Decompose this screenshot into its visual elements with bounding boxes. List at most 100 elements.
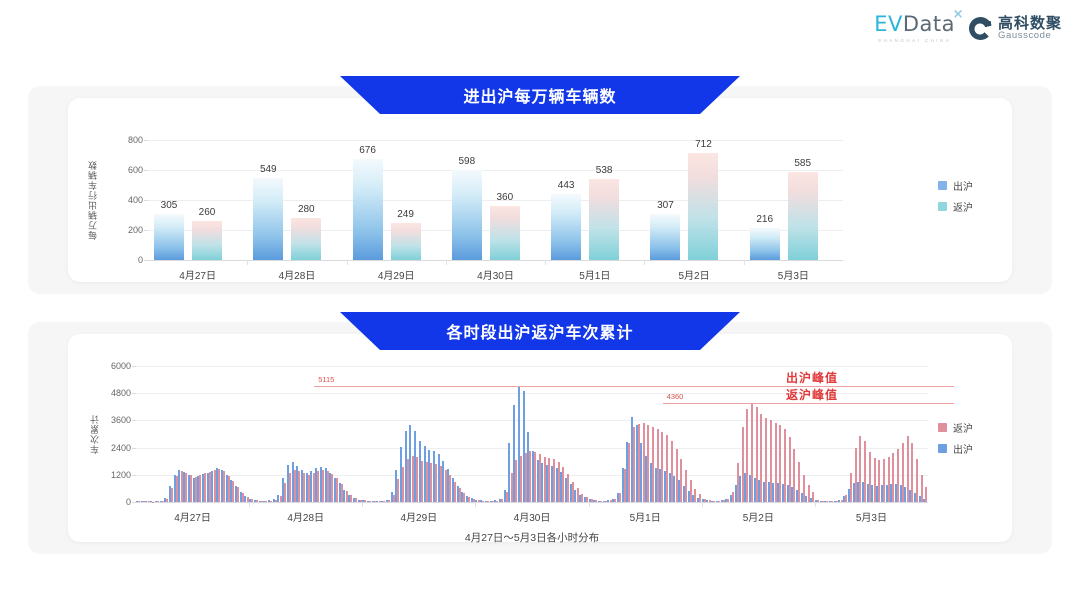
hour-bar-out[interactable]: [588, 499, 591, 502]
hour-bar-ret[interactable]: [769, 420, 772, 502]
bar-出沪-5月1日[interactable]: 443: [551, 180, 582, 260]
hour-bar-out[interactable]: [612, 498, 615, 502]
hour-bar-ret[interactable]: [468, 496, 471, 502]
hour-bar-out[interactable]: [810, 498, 813, 502]
hour-bar-out[interactable]: [447, 469, 450, 502]
hour-bar-out[interactable]: [555, 468, 558, 502]
hour-bar-ret[interactable]: [586, 496, 588, 502]
hour-bar-ret[interactable]: [326, 470, 329, 502]
hour-bar-out[interactable]: [263, 500, 266, 502]
hour-bar-ret[interactable]: [449, 475, 452, 502]
hour-bar-out[interactable]: [814, 499, 817, 502]
hour-bar-out[interactable]: [362, 499, 365, 502]
hour-bar-out[interactable]: [923, 498, 926, 502]
hour-bar-out[interactable]: [395, 470, 398, 502]
hour-bar-out[interactable]: [796, 490, 798, 502]
hour-bar-out[interactable]: [140, 501, 143, 502]
hour-bar-ret[interactable]: [609, 500, 612, 502]
hour-bar-out[interactable]: [305, 472, 308, 502]
hour-bar-ret[interactable]: [538, 454, 541, 502]
hour-bar-ret[interactable]: [331, 473, 334, 502]
hour-bar-ret[interactable]: [916, 458, 918, 502]
hour-bar-ret[interactable]: [397, 479, 400, 502]
hour-bar-ret[interactable]: [845, 494, 848, 502]
hour-bar-ret[interactable]: [703, 499, 706, 502]
hour-bar-out[interactable]: [598, 500, 600, 502]
hour-bar-ret[interactable]: [623, 469, 626, 502]
hour-bar-ret[interactable]: [166, 498, 169, 502]
hour-bar-ret[interactable]: [656, 429, 659, 502]
hour-bar-ret[interactable]: [666, 435, 669, 502]
hour-bar-ret[interactable]: [868, 452, 871, 502]
hour-bar-out[interactable]: [843, 496, 846, 502]
hour-bar-ret[interactable]: [439, 465, 442, 502]
hour-bar-ret[interactable]: [543, 456, 546, 502]
bar-返沪-5月2日[interactable]: 712: [688, 139, 719, 260]
hour-bar-out[interactable]: [678, 480, 681, 502]
hour-bar-out[interactable]: [890, 484, 893, 502]
hour-bar-ret[interactable]: [571, 481, 574, 502]
hour-bar-out[interactable]: [734, 484, 737, 502]
hour-bar-ret[interactable]: [736, 463, 739, 502]
hour-bar-out[interactable]: [847, 489, 850, 502]
hour-bar-ret[interactable]: [831, 501, 834, 502]
bar-返沪-5月1日[interactable]: 538: [589, 165, 620, 260]
hour-bar-ret[interactable]: [817, 499, 819, 502]
hour-bar-ret[interactable]: [487, 500, 489, 502]
hour-bar-out[interactable]: [154, 501, 157, 502]
hour-bar-ret[interactable]: [406, 458, 409, 502]
hour-bar-out[interactable]: [565, 478, 567, 502]
hour-bar-ret[interactable]: [680, 458, 683, 502]
hour-bar-ret[interactable]: [477, 499, 480, 502]
hour-bar-out[interactable]: [838, 499, 841, 502]
hour-bar-ret[interactable]: [425, 462, 428, 502]
hour-bar-out[interactable]: [315, 468, 318, 502]
hour-bar-ret[interactable]: [293, 469, 296, 502]
hour-bar-out[interactable]: [866, 483, 869, 502]
hour-bar-ret[interactable]: [925, 487, 928, 502]
hour-bar-out[interactable]: [649, 463, 652, 502]
hour-bar-ret[interactable]: [793, 448, 796, 502]
hour-bar-ret[interactable]: [289, 472, 291, 502]
hour-bar-ret[interactable]: [430, 463, 433, 502]
hour-bar-out[interactable]: [833, 500, 836, 502]
hour-bar-out[interactable]: [466, 496, 468, 502]
hour-bar-ret[interactable]: [689, 480, 692, 502]
hour-bar-ret[interactable]: [383, 500, 386, 502]
hour-bar-ret[interactable]: [251, 498, 254, 502]
hour-bar-out[interactable]: [282, 478, 285, 502]
hour-bar-ret[interactable]: [307, 474, 310, 502]
hour-bar-out[interactable]: [258, 500, 261, 502]
hour-bar-ret[interactable]: [364, 500, 367, 502]
hour-bar-ret[interactable]: [713, 500, 716, 502]
hour-bar-ret[interactable]: [727, 499, 730, 502]
hour-bar-ret[interactable]: [534, 452, 537, 502]
hour-bar-out[interactable]: [871, 485, 874, 502]
hour-bar-ret[interactable]: [388, 499, 390, 502]
legend-item-返沪[interactable]: 返沪: [938, 199, 973, 214]
hour-bar-out[interactable]: [758, 480, 761, 502]
hour-bar-out[interactable]: [381, 500, 384, 502]
hour-bar-out[interactable]: [376, 501, 379, 502]
hour-bar-out[interactable]: [319, 466, 322, 502]
hour-bar-out[interactable]: [880, 485, 883, 502]
hour-bar-ret[interactable]: [505, 492, 508, 502]
hour-bar-out[interactable]: [706, 500, 709, 502]
hour-bar-out[interactable]: [527, 431, 530, 502]
hour-bar-ret[interactable]: [850, 472, 852, 502]
bar-返沪-4月27日[interactable]: 260: [192, 207, 222, 260]
hour-bar-ret[interactable]: [699, 494, 702, 502]
hour-bar-out[interactable]: [268, 500, 270, 502]
hour-bar-out[interactable]: [777, 482, 780, 502]
hour-bar-ret[interactable]: [779, 424, 782, 502]
bar-返沪-4月28日[interactable]: 280: [291, 204, 322, 260]
hour-bar-ret[interactable]: [237, 487, 240, 502]
hour-bar-ret[interactable]: [411, 455, 414, 502]
hour-bar-out[interactable]: [367, 500, 369, 502]
hour-bar-out[interactable]: [216, 468, 219, 502]
hour-bar-out[interactable]: [913, 493, 916, 502]
hour-bar-out[interactable]: [484, 500, 487, 502]
hour-bar-out[interactable]: [164, 498, 167, 502]
hour-bar-out[interactable]: [456, 486, 459, 502]
hour-bar-out[interactable]: [329, 472, 332, 502]
